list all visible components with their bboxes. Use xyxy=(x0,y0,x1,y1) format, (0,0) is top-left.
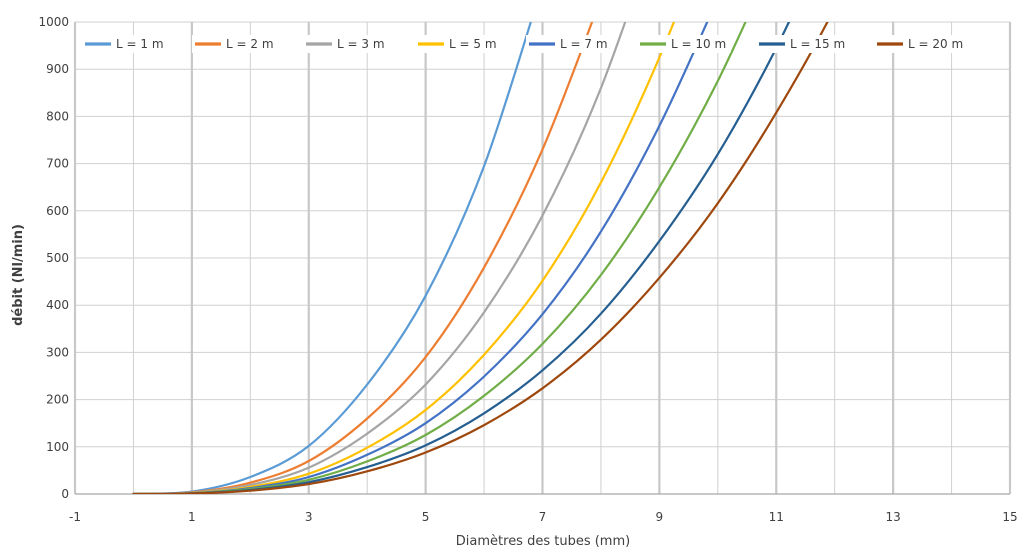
legend-label: L = 10 m xyxy=(671,37,726,51)
legend-entry: L = 15 m xyxy=(756,35,850,53)
y-tick-label: 200 xyxy=(46,393,69,407)
legend-label: L = 20 m xyxy=(908,37,963,51)
legend-entry: L = 5 m xyxy=(415,35,502,53)
legend-entry: L = 1 m xyxy=(82,35,169,53)
x-tick-label: -1 xyxy=(69,510,81,524)
legend-entry-bg xyxy=(637,35,731,53)
legend-label: L = 15 m xyxy=(790,37,845,51)
legend: L = 1 m L = 2 m L = 3 m L = 5 m L = 7 m L = 1… xyxy=(82,35,968,53)
x-tick-label: 3 xyxy=(305,510,313,524)
legend-entry-bg xyxy=(526,35,613,53)
legend-entry-bg xyxy=(756,35,850,53)
x-tick-label: 9 xyxy=(656,510,664,524)
y-tick-label: 0 xyxy=(61,487,69,501)
x-tick-label: 7 xyxy=(539,510,547,524)
legend-label: L = 1 m xyxy=(116,37,164,51)
series-lines xyxy=(132,22,829,494)
legend-entry: L = 20 m xyxy=(874,35,968,53)
legend-label: L = 7 m xyxy=(560,37,608,51)
legend-label: L = 3 m xyxy=(337,37,385,51)
legend-entry: L = 10 m xyxy=(637,35,731,53)
x-tick-label: 5 xyxy=(422,510,430,524)
legend-entry-bg xyxy=(874,35,968,53)
y-tick-label: 800 xyxy=(46,109,69,123)
legend-entry-bg xyxy=(192,35,279,53)
legend-label: L = 5 m xyxy=(449,37,497,51)
x-tick-label: 13 xyxy=(885,510,900,524)
x-axis-title: Diamètres des tubes (mm) xyxy=(456,534,630,549)
x-tick-label: 11 xyxy=(769,510,784,524)
legend-entry: L = 2 m xyxy=(192,35,279,53)
x-tick-label: 15 xyxy=(1002,510,1017,524)
y-tick-label: 700 xyxy=(46,157,69,171)
series-line-l-10-m xyxy=(132,22,747,494)
legend-entry: L = 7 m xyxy=(526,35,613,53)
series-line-l-20-m xyxy=(132,22,829,494)
y-tick-label: 900 xyxy=(46,62,69,76)
y-tick-label: 400 xyxy=(46,298,69,312)
y-tick-label: 100 xyxy=(46,440,69,454)
gridlines xyxy=(73,21,1012,494)
y-axis-title: débit (Nl/min) xyxy=(11,224,26,326)
series-line-l-3-m xyxy=(132,22,627,494)
y-tick-label: 600 xyxy=(46,204,69,218)
y-tick-label: 1000 xyxy=(38,15,69,29)
y-tick-label: 500 xyxy=(46,251,69,265)
y-tick-label: 300 xyxy=(46,345,69,359)
series-line-l-1-m xyxy=(132,22,532,494)
series-line-l-2-m xyxy=(132,22,594,494)
legend-entry-bg xyxy=(415,35,502,53)
legend-entry-bg xyxy=(82,35,169,53)
legend-entry-bg xyxy=(303,35,390,53)
legend-entry: L = 3 m xyxy=(303,35,390,53)
series-line-l-5-m xyxy=(132,22,676,494)
x-tick-label: 1 xyxy=(188,510,196,524)
legend-label: L = 2 m xyxy=(226,37,274,51)
